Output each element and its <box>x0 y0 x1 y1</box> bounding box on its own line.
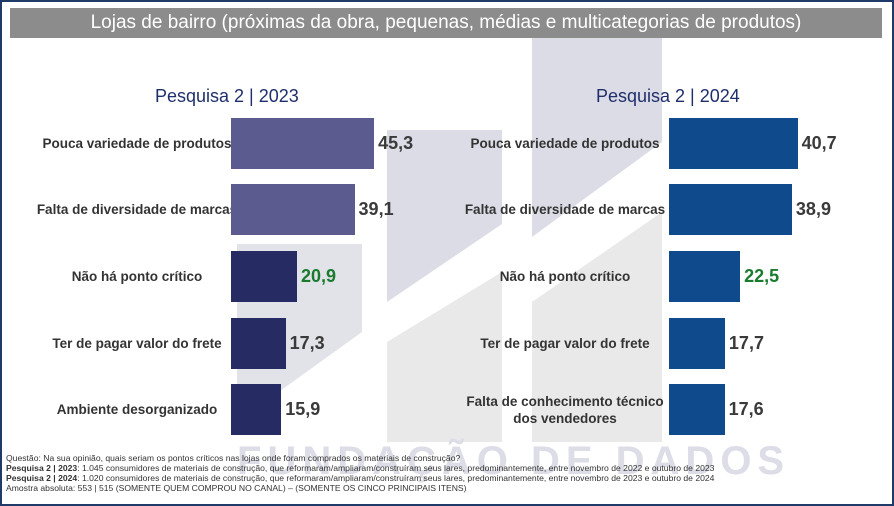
data-label: 22,5 <box>744 266 780 286</box>
category-label: Não há ponto crítico <box>499 269 631 284</box>
footnote-2024-text: : 1.020 consumidores de materiais de con… <box>77 473 715 483</box>
data-label: 39,1 <box>358 199 394 219</box>
data-label: 40,7 <box>801 133 837 153</box>
category-label: Não há ponto crítico <box>71 269 203 284</box>
data-label: 20,9 <box>301 266 337 286</box>
footnote-question: Questão: Na sua opinião, quais seriam os… <box>6 453 461 463</box>
bar <box>231 384 282 435</box>
footnote-2023: Pesquisa 2 | 2023: 1.045 consumidores de… <box>6 463 714 473</box>
bar <box>231 318 286 369</box>
category-label: Ter de pagar valor do frete <box>52 336 222 351</box>
category-label: Pouca variedade de produtos <box>470 136 660 151</box>
panel-title-2024: Pesquisa 2 | 2024 <box>596 86 740 106</box>
data-label: 17,7 <box>728 333 764 353</box>
category-label: Falta de diversidade de marcas <box>36 202 238 217</box>
bar <box>231 184 355 235</box>
panel-title-2023: Pesquisa 2 | 2023 <box>155 86 299 106</box>
data-label: 45,3 <box>378 133 414 153</box>
footnote: Questão: Na sua opinião, quais seriam os… <box>6 453 714 493</box>
bar <box>669 184 792 235</box>
footnote-2024: Pesquisa 2 | 2024: 1.020 consumidores de… <box>6 473 714 483</box>
category-label: Pouca variedade de produtos <box>42 136 232 151</box>
footnote-2023-label: Pesquisa 2 | 2023 <box>6 463 78 473</box>
category-label: Ambiente desorganizado <box>56 402 218 417</box>
bar <box>669 251 741 302</box>
category-label: Falta de conhecimento técnico dos vended… <box>466 393 664 426</box>
bar <box>669 118 798 169</box>
footnote-2024-label: Pesquisa 2 | 2024 <box>6 473 78 483</box>
data-label: 17,6 <box>728 399 764 419</box>
bar <box>669 384 725 435</box>
footnote-sample: Amostra absoluta: 553 | 515 (SOMENTE QUE… <box>6 483 467 493</box>
category-label: Ter de pagar valor do frete <box>480 336 650 351</box>
bar <box>669 318 725 369</box>
data-label: 38,9 <box>795 199 831 219</box>
bar <box>231 251 298 302</box>
category-label: Falta de diversidade de marcas <box>464 202 666 217</box>
data-label: 15,9 <box>285 399 321 419</box>
footnote-2023-text: : 1.045 consumidores de materiais de con… <box>77 463 715 473</box>
bar <box>231 118 375 169</box>
chart-title: Lojas de bairro (próximas da obra, peque… <box>10 8 882 38</box>
data-label: 17,3 <box>289 333 325 353</box>
